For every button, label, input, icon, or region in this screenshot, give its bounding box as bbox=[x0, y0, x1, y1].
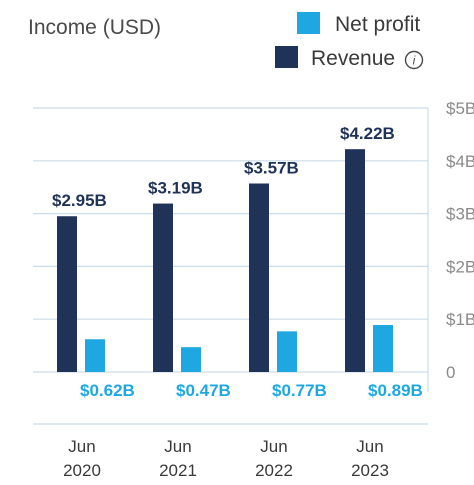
revenue-bar bbox=[153, 203, 173, 372]
svg-text:i: i bbox=[413, 54, 416, 68]
legend: Net profit Revenue i bbox=[275, 12, 424, 70]
x-axis: Jun 2020 Jun 2021 Jun 2022 Jun 2023 bbox=[63, 437, 389, 480]
x-tick-label: Jun bbox=[68, 437, 95, 456]
info-icon[interactable]: i bbox=[404, 50, 424, 70]
y-tick-label: $2B bbox=[446, 257, 474, 276]
grid bbox=[33, 107, 429, 425]
x-tick-label: 2021 bbox=[159, 461, 197, 480]
x-tick-label: Jun bbox=[356, 437, 383, 456]
revenue-data-label: $3.57B bbox=[244, 159, 299, 178]
data-labels: $2.95B $0.62B $3.19B $0.47B $3.57B $0.77B $4.2… bbox=[52, 124, 423, 400]
legend-swatch-net-profit bbox=[297, 12, 320, 34]
y-tick-label: $5B bbox=[446, 99, 474, 118]
y-tick-label: $1B bbox=[446, 310, 474, 329]
revenue-bar bbox=[249, 183, 269, 372]
x-tick-label: 2020 bbox=[63, 461, 101, 480]
revenue-data-label: $3.19B bbox=[148, 179, 203, 198]
net-profit-bar bbox=[181, 347, 201, 372]
x-tick-label: Jun bbox=[260, 437, 287, 456]
y-tick-label: $4B bbox=[446, 152, 474, 171]
net-profit-data-label: $0.47B bbox=[176, 381, 231, 400]
bars bbox=[57, 149, 393, 372]
legend-swatch-revenue bbox=[275, 46, 298, 68]
legend-label-net-profit: Net profit bbox=[335, 13, 420, 36]
net-profit-data-label: $0.89B bbox=[368, 381, 423, 400]
x-tick-label: 2023 bbox=[351, 461, 389, 480]
x-tick-label: Jun bbox=[164, 437, 191, 456]
y-tick-label: 0 bbox=[446, 363, 455, 382]
y-tick-label: $3B bbox=[446, 205, 474, 224]
net-profit-data-label: $0.77B bbox=[272, 381, 327, 400]
y-axis: 0 $1B $2B $3B $4B $5B bbox=[446, 99, 474, 382]
revenue-data-label: $2.95B bbox=[52, 191, 107, 210]
revenue-bar bbox=[345, 149, 365, 372]
revenue-data-label: $4.22B bbox=[340, 124, 395, 143]
chart-title: Income (USD) bbox=[28, 16, 161, 39]
net-profit-bar bbox=[277, 331, 297, 372]
x-tick-label: 2022 bbox=[255, 461, 293, 480]
net-profit-bar bbox=[85, 339, 105, 372]
net-profit-bar bbox=[373, 325, 393, 372]
net-profit-data-label: $0.62B bbox=[80, 381, 135, 400]
legend-label-revenue: Revenue bbox=[311, 47, 395, 70]
revenue-bar bbox=[57, 216, 77, 372]
